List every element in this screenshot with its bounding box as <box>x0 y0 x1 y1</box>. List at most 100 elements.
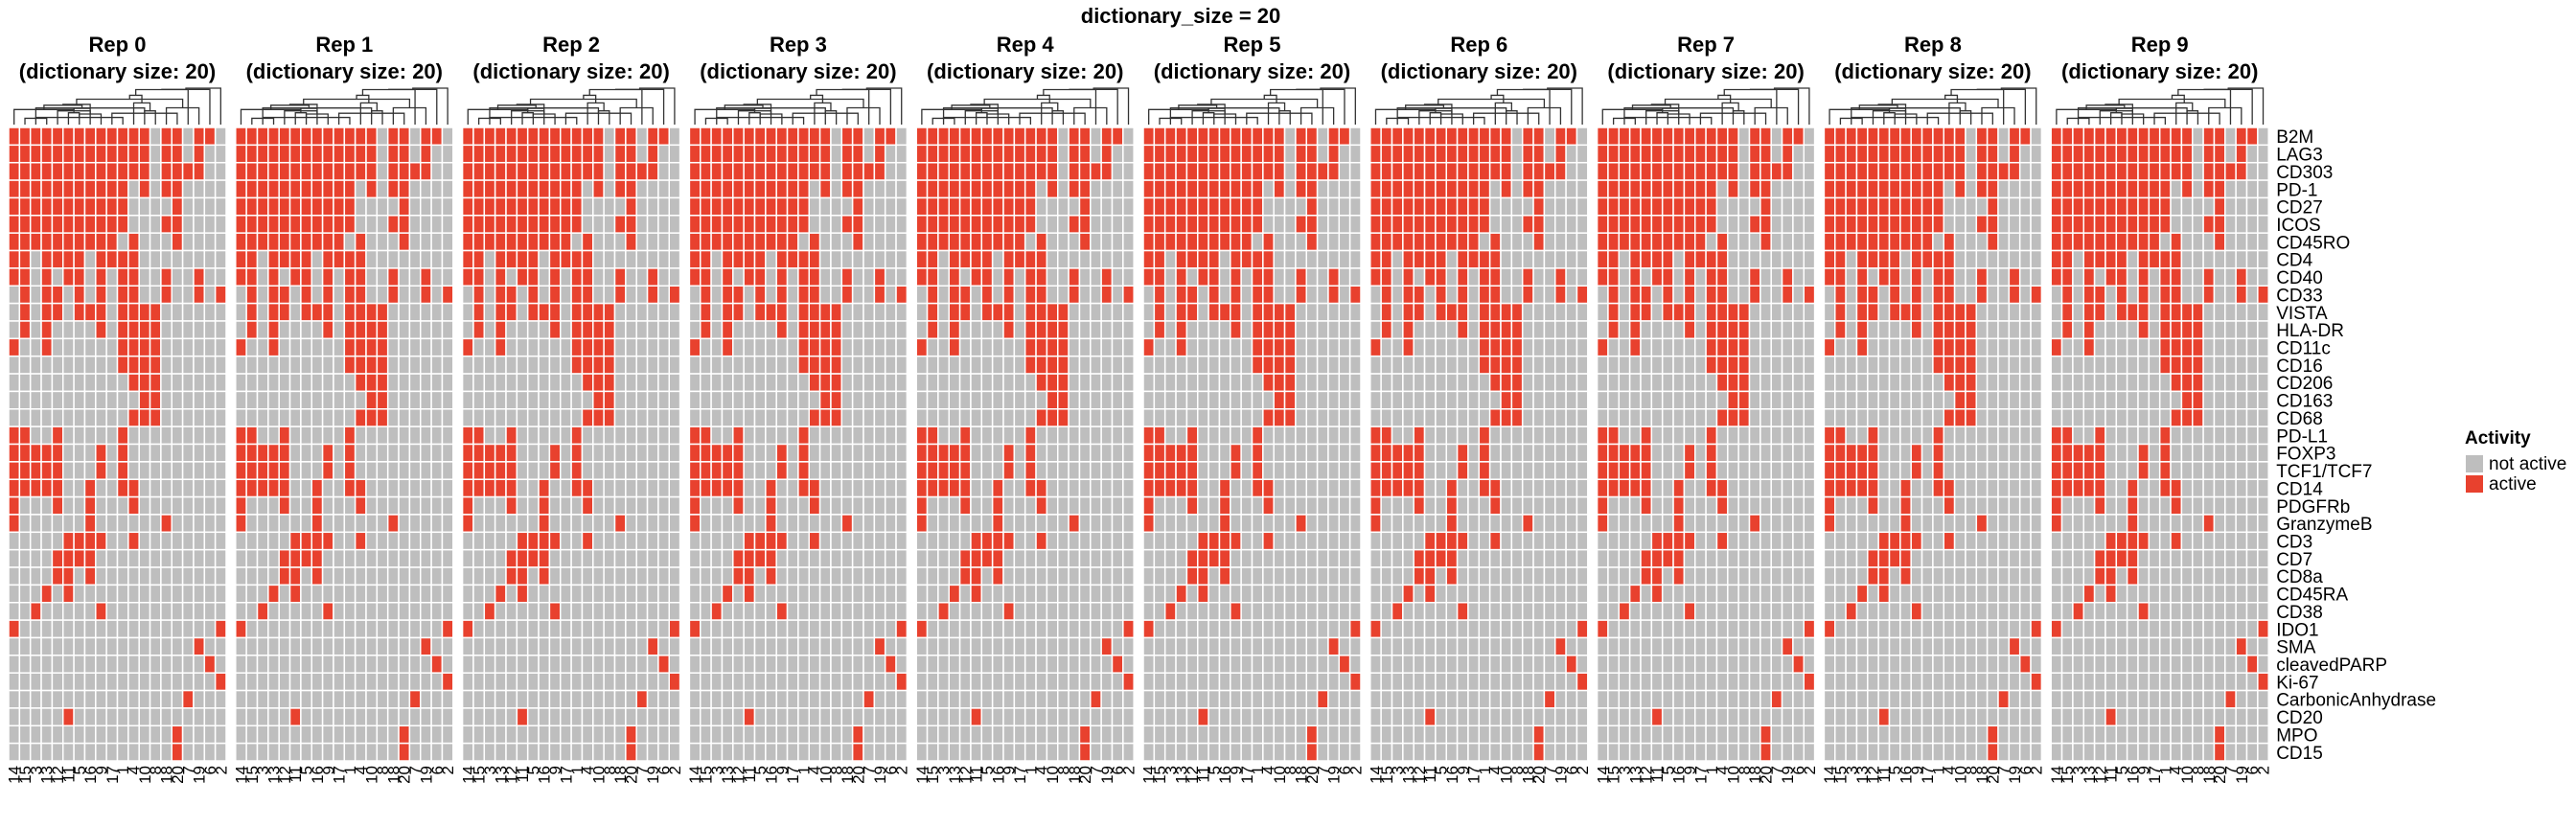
heatmap-cell <box>1262 724 1275 745</box>
heatmap-cell <box>657 337 671 357</box>
heatmap-cell <box>62 196 75 217</box>
heatmap-cell <box>29 531 42 551</box>
heatmap-cell <box>256 426 269 446</box>
panel-subtitle: (dictionary size: 20) <box>927 59 1123 83</box>
heatmap-cell <box>765 373 777 393</box>
heatmap-cell <box>29 742 42 762</box>
heatmap-cell <box>765 267 777 287</box>
heatmap-cell <box>1423 179 1437 199</box>
heatmap-cell <box>1262 337 1275 357</box>
heatmap-cell <box>193 390 206 410</box>
heatmap-cell <box>321 337 334 357</box>
heatmap-cell <box>526 584 540 604</box>
heatmap-cell <box>548 215 562 234</box>
heatmap-cell <box>915 443 929 463</box>
heatmap-cell <box>51 566 64 586</box>
heatmap-cell <box>1142 461 1156 480</box>
heatmap-cell <box>516 267 529 287</box>
heatmap-cell <box>386 548 400 568</box>
heatmap-cell <box>256 390 269 410</box>
heatmap-cell <box>851 689 864 709</box>
heatmap-cell <box>581 373 594 393</box>
heatmap-cell <box>581 548 594 568</box>
heatmap-cell <box>635 689 649 709</box>
heatmap-cell <box>1521 161 1534 181</box>
heatmap-cell <box>1262 320 1275 340</box>
heatmap-cell <box>958 531 972 551</box>
heatmap-cell <box>494 408 507 427</box>
heatmap-cell <box>267 724 280 745</box>
heatmap-cell <box>721 495 734 516</box>
heatmap-cell <box>958 619 972 639</box>
heatmap-cell <box>1423 390 1437 410</box>
heatmap-cell <box>603 426 616 446</box>
heatmap-cell <box>494 232 507 252</box>
heatmap-cell <box>1013 531 1026 551</box>
heatmap-cell <box>333 390 346 410</box>
heatmap-cell <box>160 742 172 762</box>
heatmap-cell <box>732 355 745 375</box>
heatmap-cell <box>1024 232 1037 252</box>
heatmap-cell <box>1283 655 1297 674</box>
heatmap-cell <box>310 619 324 639</box>
heatmap-cell <box>560 144 572 164</box>
heatmap-cell <box>127 548 140 568</box>
heatmap-cell <box>1185 742 1199 762</box>
heatmap-cell <box>398 215 411 234</box>
heatmap-cell <box>526 337 540 357</box>
heatmap-cell <box>365 302 379 322</box>
heatmap-cell <box>1380 426 1393 446</box>
heatmap-cell <box>753 373 767 393</box>
column-label: 12 <box>729 766 748 784</box>
heatmap-cell <box>915 144 929 164</box>
heatmap-cell <box>171 443 184 463</box>
heatmap-cell <box>732 584 745 604</box>
column-label: 15 <box>697 766 715 784</box>
heatmap-cell <box>948 619 961 639</box>
heatmap-cell <box>743 373 756 393</box>
heatmap-cell <box>105 531 119 551</box>
heatmap-cell <box>160 285 172 305</box>
heatmap-cell <box>1002 215 1016 234</box>
heatmap-cell <box>1500 285 1513 305</box>
heatmap-cell <box>1316 337 1329 357</box>
heatmap-cell <box>461 215 474 234</box>
heatmap-cell <box>991 566 1004 586</box>
heatmap-cell <box>1240 548 1254 568</box>
heatmap-cell <box>73 531 86 551</box>
heatmap-cell <box>127 602 140 621</box>
heatmap-cell <box>603 320 616 340</box>
heatmap-cell <box>560 285 572 305</box>
heatmap-cell <box>516 584 529 604</box>
heatmap-cell <box>873 232 886 252</box>
heatmap-cell <box>1338 461 1351 480</box>
heatmap-cell <box>560 636 572 656</box>
heatmap-cell <box>83 531 97 551</box>
heatmap-cell <box>991 495 1004 516</box>
heatmap-cell <box>245 478 259 498</box>
heatmap-cell <box>505 355 518 375</box>
heatmap-cell <box>171 161 184 181</box>
heatmap-cell <box>420 461 432 480</box>
heatmap-cell <box>365 267 379 287</box>
heatmap-cell <box>1197 566 1209 586</box>
heatmap-cell <box>958 548 972 568</box>
heatmap-cell <box>8 302 21 322</box>
heatmap-cell <box>62 337 75 357</box>
heatmap-cell <box>193 196 206 217</box>
column-label: 5 <box>978 766 997 774</box>
heatmap-cell <box>700 495 712 516</box>
heatmap-cell <box>1510 161 1524 181</box>
heatmap-cell <box>808 619 821 639</box>
heatmap-cell <box>516 232 529 252</box>
heatmap-cell <box>18 724 32 745</box>
heatmap-cell <box>1035 320 1048 340</box>
heatmap-cell <box>1305 566 1319 586</box>
heatmap-cell <box>1456 390 1469 410</box>
heatmap-cell <box>526 126 540 147</box>
heatmap-cell <box>83 302 97 322</box>
heatmap-cell <box>721 355 734 375</box>
column-label: 18 <box>384 766 402 784</box>
heatmap-cell <box>310 426 324 446</box>
heatmap-cell <box>472 179 486 199</box>
